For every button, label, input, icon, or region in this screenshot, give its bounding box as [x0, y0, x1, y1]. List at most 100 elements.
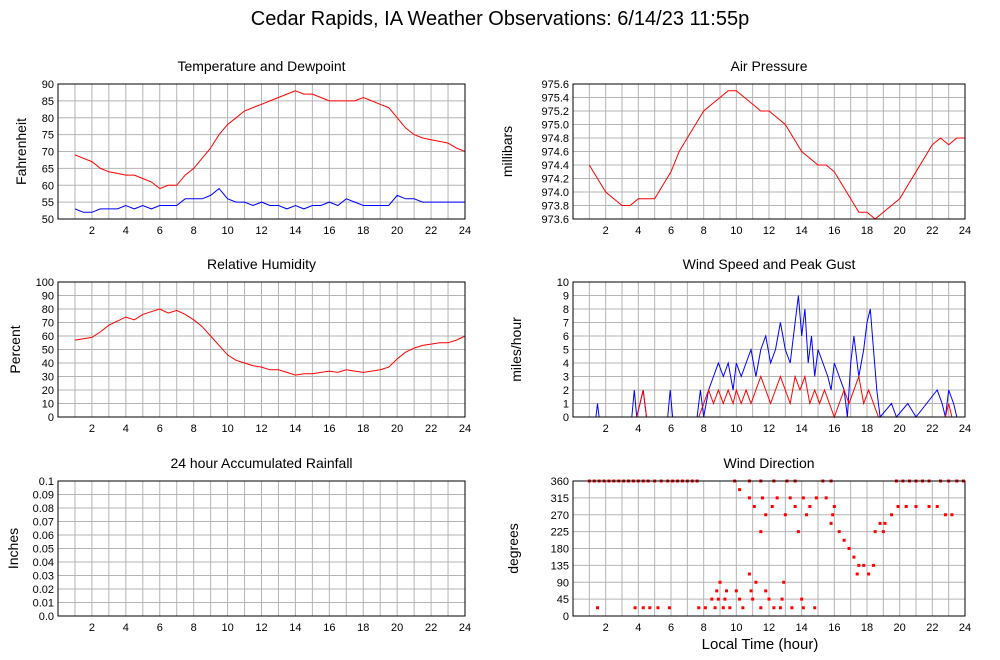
- y-axis-label: miles/hour: [508, 317, 524, 382]
- x-tick-label: 4: [635, 423, 641, 435]
- y-tick-label: 974.2: [541, 174, 569, 186]
- data-point: [633, 606, 637, 610]
- x-tick-label: 4: [123, 225, 129, 237]
- y-tick-label: 7: [563, 318, 569, 330]
- data-point: [667, 606, 671, 610]
- chart-title: Wind Speed and Peak Gust: [683, 256, 856, 272]
- y-tick-label: 0.05: [33, 544, 54, 556]
- y-tick-label: 0.01: [33, 598, 54, 610]
- x-tick-label: 10: [221, 423, 233, 435]
- data-point: [801, 606, 805, 610]
- data-point: [867, 572, 871, 576]
- data-point: [881, 530, 885, 534]
- x-tick-label: 2: [89, 423, 95, 435]
- data-point: [641, 606, 645, 610]
- x-tick-label: 16: [828, 225, 840, 237]
- x-tick-label: 10: [221, 225, 233, 237]
- y-tick-label: 9: [563, 291, 569, 303]
- x-tick-label: 2: [603, 225, 609, 237]
- data-point: [778, 606, 782, 610]
- data-point: [697, 606, 701, 610]
- y-axis-label: millibars: [499, 126, 515, 177]
- data-point: [890, 513, 893, 517]
- data-point: [759, 606, 763, 610]
- data-point: [793, 505, 797, 508]
- data-point: [814, 496, 818, 500]
- data-point: [715, 589, 719, 593]
- x-tick-label: 16: [323, 622, 335, 634]
- x-tick-label: 20: [894, 622, 906, 634]
- x-tick-label: 14: [796, 423, 808, 435]
- page-title: Cedar Rapids, IA Weather Observations: 6…: [250, 8, 750, 30]
- y-tick-label: 90: [557, 577, 569, 589]
- data-point: [751, 597, 755, 601]
- y-tick-label: 974.6: [541, 147, 569, 159]
- data-point: [747, 572, 751, 576]
- y-tick-label: 975.6: [541, 79, 569, 91]
- y-tick-label: 0.02: [33, 584, 54, 596]
- x-tick-label: 18: [357, 225, 369, 237]
- data-point: [721, 606, 725, 610]
- x-tick-label: 12: [763, 225, 775, 237]
- y-tick-label: 50: [42, 345, 54, 357]
- x-tick-label: 22: [425, 225, 437, 237]
- chart-humidity: Relative HumidityPercent0102030405060708…: [7, 256, 471, 435]
- y-tick-label: 1: [563, 399, 569, 411]
- series-line-blue: [74, 187, 465, 213]
- chart-title: Relative Humidity: [207, 256, 316, 272]
- y-tick-label: 100: [36, 277, 54, 289]
- data-point: [775, 496, 779, 500]
- data-point: [723, 597, 727, 601]
- plot-frame: [57, 480, 466, 617]
- x-tick-label: 4: [123, 423, 129, 435]
- data-point: [805, 513, 809, 517]
- x-tick-label: 2: [89, 225, 95, 237]
- x-tick-label: 2: [603, 423, 609, 435]
- x-tick-label: 16: [828, 622, 840, 634]
- y-tick-label: 30: [42, 372, 54, 384]
- series-line-blue: [589, 295, 958, 419]
- y-tick-label: 0.07: [33, 517, 54, 529]
- x-tick-label: 12: [255, 225, 267, 237]
- y-axis-label: degrees: [505, 523, 521, 574]
- data-point: [752, 505, 756, 508]
- data-point: [878, 521, 882, 525]
- chart-title: Temperature and Dewpoint: [177, 58, 345, 74]
- data-point: [801, 496, 805, 500]
- data-point: [760, 496, 764, 500]
- y-tick-label: 973.8: [541, 201, 569, 213]
- y-tick-label: 974.4: [541, 160, 569, 172]
- x-tick-label: 24: [459, 225, 471, 237]
- data-point: [725, 589, 729, 593]
- y-axis-label: Inches: [5, 528, 21, 569]
- x-tick-label: 8: [191, 622, 197, 634]
- x-tick-label: 14: [289, 225, 301, 237]
- x-tick-label: 16: [828, 423, 840, 435]
- data-point: [950, 513, 954, 517]
- data-point: [741, 606, 745, 610]
- chart-wind-direction: Wind Direction degrees 0 45 90 135 180 225 270 31…: [505, 455, 971, 634]
- y-tick-label: 50: [42, 214, 54, 226]
- y-tick-label: 975.0: [541, 120, 569, 132]
- data-point: [780, 597, 784, 601]
- data-point: [734, 589, 738, 593]
- data-point: [759, 530, 763, 534]
- x-tick-label: 12: [255, 622, 267, 634]
- data-point: [829, 521, 833, 525]
- x-tick-label: 20: [894, 225, 906, 237]
- x-tick-label: 4: [123, 622, 129, 634]
- data-point: [832, 505, 836, 508]
- x-tick-label: 2: [603, 622, 609, 634]
- x-tick-label: 6: [668, 423, 674, 435]
- data-point: [831, 513, 835, 517]
- y-tick-label: 180: [551, 544, 569, 556]
- x-tick-label: 10: [730, 423, 742, 435]
- chart-pressure: Air Pressuremillibars973.6973.8974.0974.…: [499, 58, 971, 237]
- x-tick-label: 8: [191, 423, 197, 435]
- x-tick-label: 8: [701, 225, 707, 237]
- plot-frame: [57, 281, 466, 418]
- y-tick-label: 974.0: [541, 187, 569, 199]
- data-point: [847, 547, 851, 550]
- x-tick-label: 18: [861, 423, 873, 435]
